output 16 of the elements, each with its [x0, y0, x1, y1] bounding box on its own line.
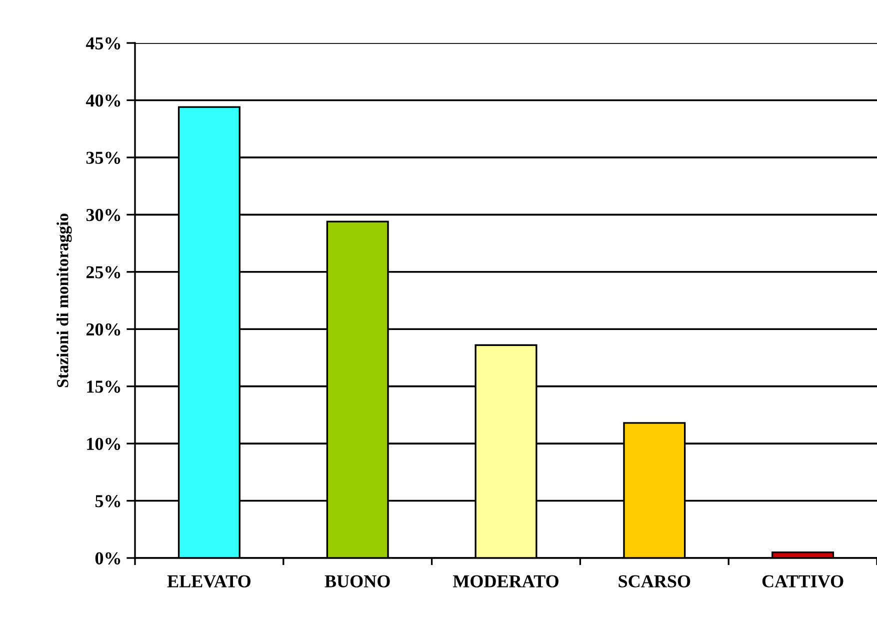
- y-tick-label: 25%: [86, 266, 120, 278]
- x-tick-label: SCARSO: [618, 575, 690, 588]
- y-tick-label: 35%: [86, 152, 120, 164]
- y-tick-label: 40%: [86, 94, 120, 107]
- x-tick-label: CATTIVO: [762, 575, 844, 588]
- y-tick-label: 45%: [86, 37, 120, 50]
- x-tick-label: ELEVATO: [167, 575, 250, 588]
- y-tick-label: 5%: [95, 495, 120, 508]
- y-tick-label: 10%: [87, 438, 120, 450]
- x-tick-label: BUONO: [324, 575, 390, 588]
- y-tick-label: 20%: [86, 323, 120, 336]
- x-tick-label: MODERATO: [452, 575, 558, 588]
- y-axis-title: Stazioni di monitoraggio: [56, 214, 72, 388]
- y-tick-label: 30%: [86, 208, 120, 222]
- y-tick-label: 0%: [95, 552, 120, 564]
- y-tick-label: 15%: [87, 380, 120, 393]
